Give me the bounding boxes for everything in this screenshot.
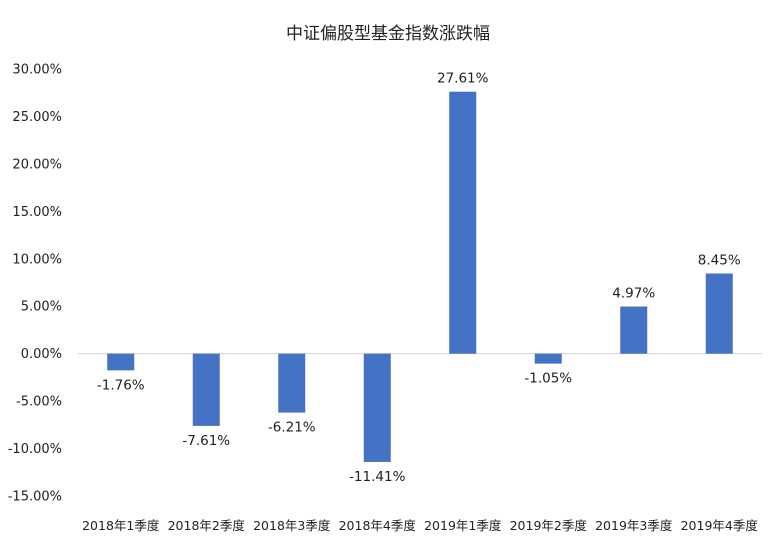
- bar: [363, 353, 391, 462]
- bar: [449, 91, 477, 354]
- y-tick-label: -15.00%: [8, 490, 62, 505]
- data-label: 8.45%: [698, 252, 741, 268]
- y-tick-label: 20.00%: [12, 157, 62, 172]
- x-tick-label: 2019年4季度: [681, 518, 759, 533]
- data-label: 27.61%: [437, 71, 489, 87]
- bars: [107, 91, 733, 462]
- data-label: 4.97%: [612, 286, 655, 302]
- x-tick-label: 2019年2季度: [510, 518, 588, 533]
- x-tick-label: 2018年3季度: [253, 518, 331, 533]
- y-tick-label: 0.00%: [21, 347, 62, 362]
- y-tick-label: 10.00%: [12, 252, 62, 267]
- x-tick-label: 2019年3季度: [595, 518, 673, 533]
- y-tick-label: 30.00%: [12, 63, 62, 78]
- data-labels: -1.76% -7.61% -6.21% -11.41% 27.61% -1.05% 4.9…: [97, 71, 741, 485]
- x-tick-label: 2018年1季度: [82, 518, 160, 533]
- bar: [620, 306, 648, 354]
- chart-title: 中证偏股型基金指数涨跌幅: [286, 24, 490, 44]
- y-axis: 30.00% 25.00% 20.00% 15.00% 10.00% 5.00% 0.00%…: [8, 63, 62, 505]
- bar: [705, 273, 733, 354]
- x-tick-label: 2018年2季度: [168, 518, 246, 533]
- data-label: -6.21%: [268, 420, 316, 436]
- data-label: -7.61%: [182, 433, 230, 449]
- y-tick-label: 25.00%: [12, 110, 62, 125]
- y-tick-label: -5.00%: [16, 395, 62, 410]
- bar: [192, 353, 220, 426]
- bar: [107, 353, 135, 371]
- bar: [278, 353, 306, 413]
- data-label: -1.76%: [97, 377, 145, 393]
- y-tick-label: 15.00%: [12, 205, 62, 220]
- y-tick-label: 5.00%: [21, 300, 62, 315]
- x-axis: 2018年1季度 2018年2季度 2018年3季度 2018年4季度 2019年1季度…: [82, 518, 758, 533]
- y-tick-label: -10.00%: [8, 442, 62, 457]
- x-tick-label: 2018年4季度: [339, 518, 417, 533]
- data-label: -1.05%: [524, 371, 572, 387]
- bar: [534, 353, 562, 364]
- data-label: -11.41%: [349, 469, 406, 485]
- x-tick-label: 2019年1季度: [424, 518, 502, 533]
